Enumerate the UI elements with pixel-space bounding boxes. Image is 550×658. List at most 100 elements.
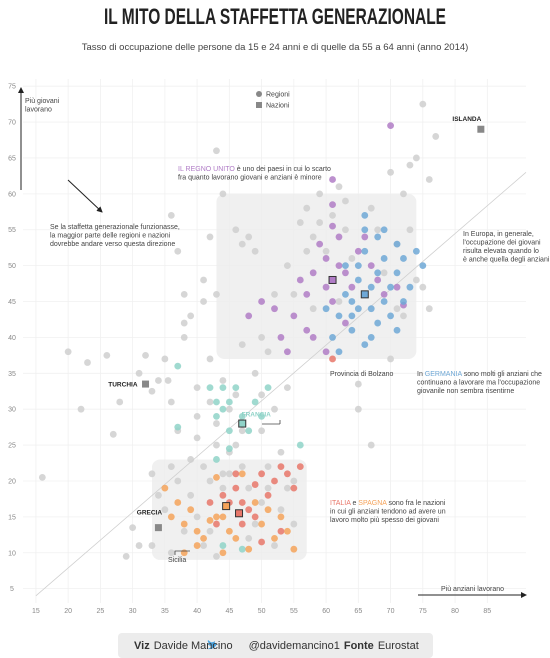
region-point [290, 520, 298, 528]
region-point [342, 197, 349, 205]
region-point [329, 334, 336, 341]
nation-point [142, 380, 150, 388]
region-point [193, 384, 201, 392]
region-point [213, 520, 220, 528]
region-point [361, 211, 369, 219]
region-point [329, 222, 336, 230]
region-point [148, 470, 156, 478]
region-point [206, 527, 214, 535]
region-point [374, 269, 382, 277]
footer: Viz Davide Mancino @davidemancino1 Fonte Eur… [134, 640, 419, 652]
region-point [380, 226, 388, 234]
region-point [361, 341, 369, 348]
region-point [283, 527, 291, 535]
x-tick-label: 35 [161, 608, 169, 615]
region-point [245, 427, 253, 435]
region-point [251, 520, 259, 528]
region-point [258, 470, 266, 478]
annotation-line: è anche quella degli anziani [463, 257, 550, 264]
region-point [251, 369, 259, 377]
region-point [354, 380, 362, 388]
annotation-line: l'occupazione dei giovani [463, 240, 541, 247]
region-point [193, 434, 201, 442]
twitter-icon [207, 640, 217, 650]
annotation-text: la maggior parte delle regioni e nazioni [50, 233, 171, 240]
region-point [200, 298, 207, 305]
region-point [180, 319, 188, 327]
region-point [264, 491, 272, 499]
annotation-text: e [351, 500, 359, 507]
region-point [219, 377, 227, 384]
region-point [277, 448, 285, 456]
region-point [309, 334, 317, 341]
region-point [374, 233, 382, 241]
region-point [219, 549, 227, 557]
nation-point [222, 502, 231, 511]
region-point [264, 506, 272, 514]
y-tick-label: 65 [8, 155, 16, 162]
region-point [238, 520, 246, 528]
region-point [393, 269, 401, 277]
region-point [84, 359, 91, 366]
annotation-line: la maggior parte delle regioni e nazioni [50, 233, 171, 240]
region-point [251, 247, 259, 255]
region-point [342, 290, 349, 298]
x-tick-label: 25 [96, 608, 104, 615]
region-point [335, 233, 343, 241]
region-point [219, 405, 227, 413]
region-point [251, 499, 259, 506]
region-point [161, 506, 169, 514]
region-point [335, 183, 343, 191]
region-point [290, 312, 298, 320]
region-point [264, 484, 272, 492]
region-point [354, 405, 362, 413]
region-point [213, 456, 220, 463]
region-point [245, 484, 253, 492]
annotation-text: in cui gli anziani tendono ad avere un [330, 509, 446, 516]
region-point [232, 391, 240, 399]
annotation-text: sono fra le nazioni [387, 500, 446, 507]
annotation-text: In [417, 371, 425, 378]
region-point [271, 405, 278, 413]
region-point [393, 326, 401, 334]
x-tick-label: 75 [419, 608, 427, 615]
region-point [309, 233, 317, 241]
region-point [135, 542, 143, 549]
annotation-line: dovrebbe andare verso questa direzione [50, 241, 175, 248]
region-point [225, 398, 233, 406]
region-point [412, 154, 420, 162]
direction-arrow [67, 179, 103, 213]
region-point [277, 513, 285, 521]
nation-point [477, 125, 485, 133]
region-point [335, 298, 343, 305]
region-point [387, 355, 394, 363]
region-point [316, 240, 324, 248]
x-tick-label: 50 [258, 608, 266, 615]
footer-part: Fonte [344, 640, 374, 652]
region-point [245, 545, 253, 553]
annotation-text: lavoro molto più spesso dei giovani [330, 517, 439, 524]
region-point [374, 319, 382, 327]
region-point [283, 484, 291, 492]
y-tick-label: 25 [8, 443, 16, 450]
region-point [283, 348, 291, 356]
region-point [361, 233, 369, 241]
region-point [283, 470, 291, 478]
region-point [348, 312, 356, 320]
x-tick-label: 20 [64, 608, 72, 615]
region-point [213, 412, 220, 420]
region-point [367, 204, 375, 212]
annotation-text: fra quanto lavorano giovani e anziani è … [178, 175, 322, 182]
region-point [264, 348, 272, 356]
region-point [374, 276, 382, 284]
x-tick-label: 15 [32, 608, 40, 615]
region-point [271, 477, 278, 485]
region-point [187, 506, 195, 514]
annotation-line: ITALIA e SPAGNA sono fra le nazioni [330, 500, 446, 507]
region-point [180, 527, 188, 535]
x-tick-label: 45 [225, 608, 233, 615]
region-point [213, 398, 220, 406]
region-point [367, 283, 375, 291]
region-point [219, 384, 227, 392]
